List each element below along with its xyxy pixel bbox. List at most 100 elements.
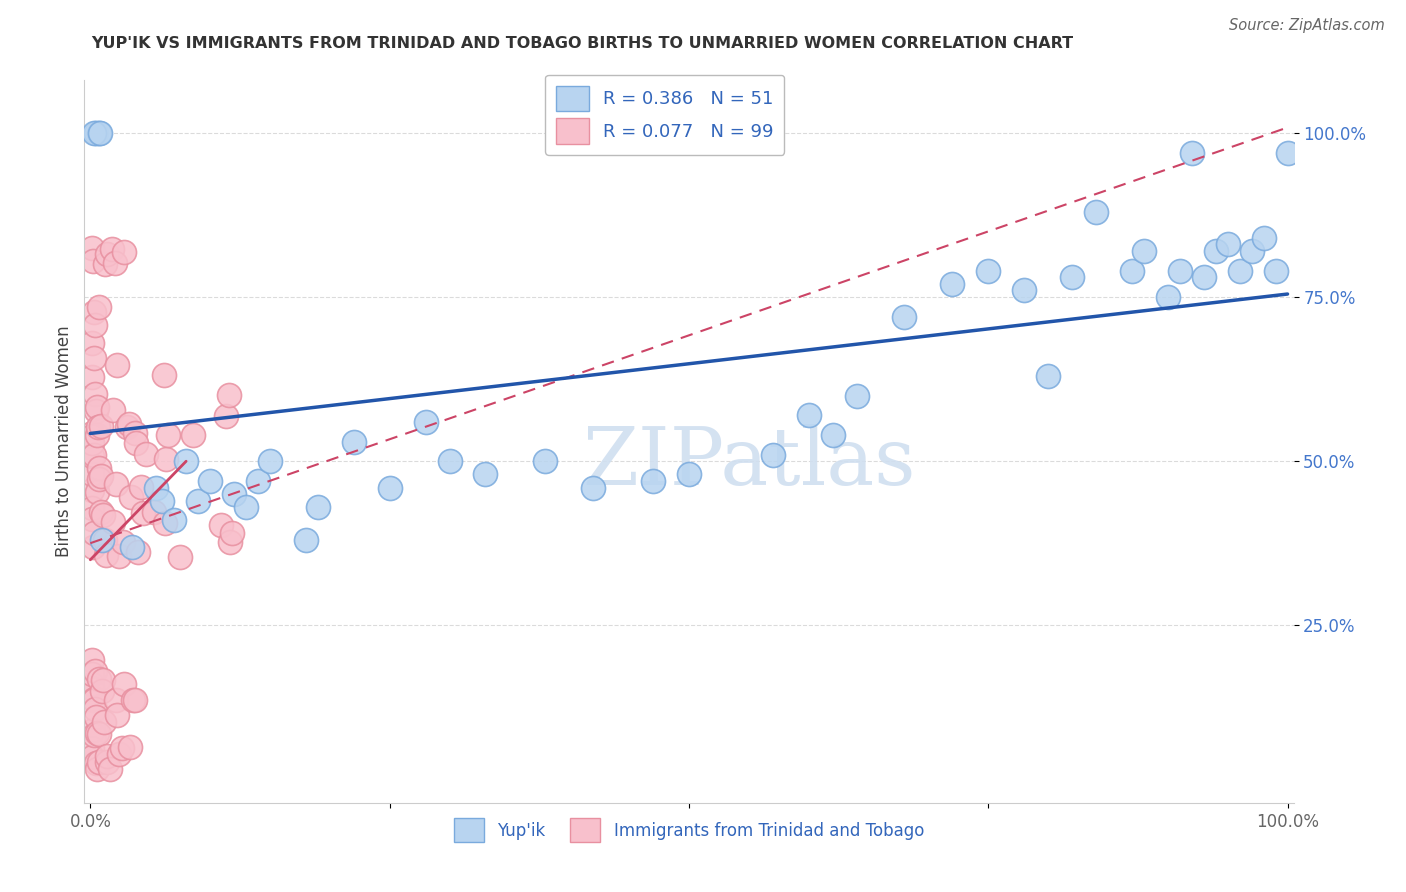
Point xyxy=(83,126,105,140)
Point xyxy=(941,277,963,291)
Point xyxy=(80,426,103,441)
Point xyxy=(89,126,111,140)
Text: ZIPatlas: ZIPatlas xyxy=(582,425,917,502)
Point xyxy=(111,740,134,755)
Point xyxy=(83,728,105,742)
Point xyxy=(127,545,149,559)
Point xyxy=(96,748,118,763)
Point xyxy=(91,673,114,688)
Point xyxy=(80,653,103,667)
Point xyxy=(219,535,242,549)
Point xyxy=(222,487,245,501)
Point xyxy=(1133,244,1156,258)
Point xyxy=(1264,264,1286,278)
Point xyxy=(104,256,127,270)
Point xyxy=(89,472,111,486)
Point xyxy=(1240,244,1263,258)
Point xyxy=(112,245,135,260)
Point xyxy=(153,516,176,530)
Point xyxy=(155,451,177,466)
Point xyxy=(83,664,105,678)
Point xyxy=(235,500,257,515)
Point xyxy=(108,747,131,762)
Point xyxy=(84,403,107,417)
Point xyxy=(121,692,143,706)
Point xyxy=(84,756,107,770)
Point xyxy=(87,460,110,475)
Point xyxy=(86,762,108,776)
Point xyxy=(82,336,104,351)
Point xyxy=(845,388,868,402)
Point xyxy=(174,454,197,468)
Point xyxy=(89,672,111,686)
Point xyxy=(124,436,146,450)
Point xyxy=(83,387,105,401)
Point xyxy=(209,518,232,533)
Point xyxy=(83,526,105,541)
Point xyxy=(1036,368,1059,383)
Point xyxy=(82,540,104,554)
Point xyxy=(474,467,496,482)
Point xyxy=(221,525,243,540)
Point xyxy=(893,310,915,324)
Point xyxy=(1085,204,1108,219)
Point xyxy=(82,666,104,681)
Point xyxy=(120,490,142,504)
Point xyxy=(1168,264,1191,278)
Point xyxy=(111,535,134,549)
Point xyxy=(82,435,104,450)
Point xyxy=(93,715,115,730)
Point xyxy=(86,427,108,442)
Point xyxy=(307,500,329,515)
Point xyxy=(80,681,103,696)
Point xyxy=(83,693,105,707)
Point xyxy=(343,434,366,449)
Point xyxy=(977,264,1000,278)
Point xyxy=(90,505,112,519)
Point xyxy=(87,126,110,140)
Point xyxy=(259,454,281,468)
Point xyxy=(90,469,112,483)
Point xyxy=(86,400,108,414)
Point xyxy=(121,540,143,554)
Y-axis label: Births to Unmarried Women: Births to Unmarried Women xyxy=(55,326,73,558)
Point xyxy=(105,693,128,707)
Point xyxy=(187,493,209,508)
Point xyxy=(582,481,605,495)
Point xyxy=(821,428,844,442)
Legend: Yup'ik, Immigrants from Trinidad and Tobago: Yup'ik, Immigrants from Trinidad and Tob… xyxy=(447,812,931,848)
Point xyxy=(1229,264,1251,278)
Point xyxy=(94,533,117,548)
Point xyxy=(169,549,191,564)
Point xyxy=(641,474,664,488)
Point xyxy=(84,318,107,333)
Point xyxy=(129,480,152,494)
Point xyxy=(439,454,461,468)
Text: Source: ZipAtlas.com: Source: ZipAtlas.com xyxy=(1229,18,1385,33)
Point xyxy=(1205,244,1227,258)
Point xyxy=(115,420,138,434)
Point xyxy=(415,415,437,429)
Point xyxy=(124,693,146,707)
Point xyxy=(98,762,121,776)
Point xyxy=(83,351,105,365)
Text: YUP'IK VS IMMIGRANTS FROM TRINIDAD AND TOBAGO BIRTHS TO UNMARRIED WOMEN CORRELAT: YUP'IK VS IMMIGRANTS FROM TRINIDAD AND T… xyxy=(91,36,1074,51)
Point xyxy=(82,723,104,737)
Point xyxy=(96,247,118,261)
Point xyxy=(112,677,135,691)
Point xyxy=(218,388,240,402)
Point xyxy=(80,370,103,384)
Point xyxy=(96,548,118,562)
Point xyxy=(1121,264,1143,278)
Point xyxy=(118,417,141,431)
Point xyxy=(87,420,110,434)
Point xyxy=(105,358,128,372)
Point xyxy=(107,707,129,722)
Point xyxy=(91,533,114,547)
Point xyxy=(80,483,103,497)
Point xyxy=(181,428,204,442)
Point xyxy=(118,739,141,754)
Point xyxy=(89,726,111,740)
Point xyxy=(295,533,318,547)
Point xyxy=(80,241,103,255)
